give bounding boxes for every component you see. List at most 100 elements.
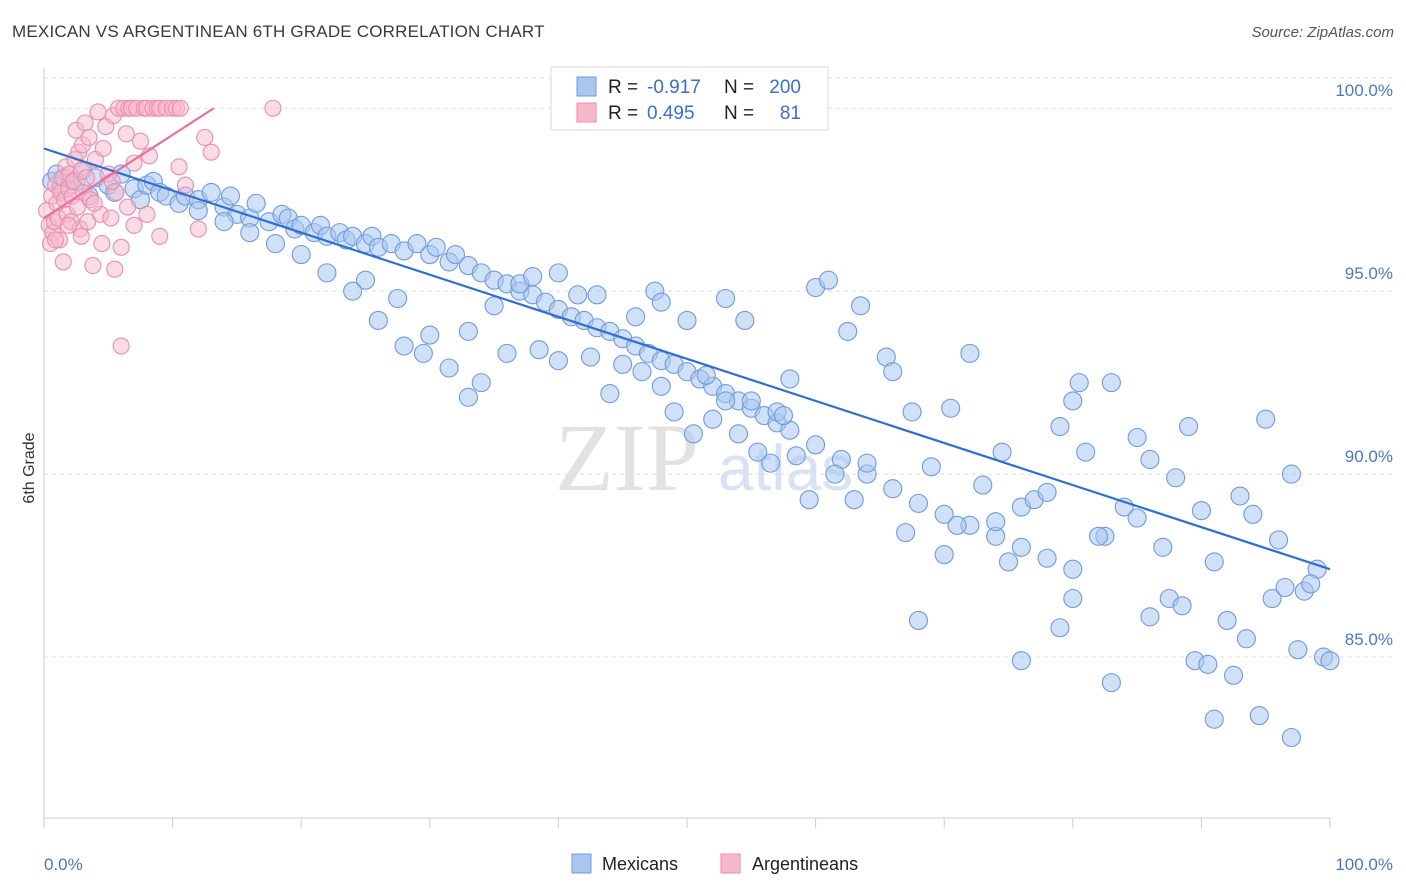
- mexicans-point: [1153, 537, 1173, 557]
- argentineans-point: [93, 235, 111, 253]
- y-axis-label: 6th Grade: [21, 432, 38, 503]
- mexicans-point: [780, 369, 800, 389]
- mexicans-point: [1217, 610, 1237, 630]
- mexicans-point: [1204, 709, 1224, 729]
- mexicans-point: [799, 490, 819, 510]
- mexicans-point: [664, 402, 684, 422]
- mexicans-point: [1236, 629, 1256, 649]
- argentineans-point: [138, 205, 156, 223]
- mexicans-point: [240, 223, 260, 243]
- mexicans-point: [568, 285, 588, 305]
- stats-legend: R = -0.917 N = 200 R = 0.495 N = 81: [550, 66, 829, 131]
- mexicans-point: [413, 343, 433, 363]
- mexicans-point: [1101, 373, 1121, 393]
- mexicans-point: [986, 512, 1006, 532]
- legend-r-label-2: R =: [608, 103, 638, 124]
- watermark-zip: ZIP: [555, 404, 699, 511]
- mexicans-point: [844, 490, 864, 510]
- bottom-legend-swatch-argentineans: [720, 853, 741, 874]
- legend-n-value-2: 81: [780, 103, 801, 124]
- mexicans-point: [1037, 548, 1057, 568]
- argentineans-point: [54, 253, 72, 271]
- argentineans-point: [79, 213, 97, 231]
- mexicans-point: [587, 285, 607, 305]
- argentineans-point: [59, 216, 77, 234]
- mexicans-point: [941, 398, 961, 418]
- mexicans-point: [1127, 508, 1147, 528]
- argentineans-point: [176, 176, 195, 194]
- mexicans-point: [960, 343, 980, 363]
- mexicans-point: [716, 391, 736, 411]
- mexicans-point: [368, 310, 388, 330]
- argentineans-point: [94, 139, 112, 158]
- argentineans-point: [117, 125, 135, 143]
- argentineans-point: [103, 172, 121, 190]
- mexicans-point: [471, 373, 491, 393]
- mexicans-point: [529, 340, 549, 360]
- mexicans-point: [1288, 640, 1308, 660]
- mexicans-point: [458, 321, 478, 341]
- mexicans-point: [857, 453, 877, 473]
- bottom-legend-mexicans: Mexicans: [602, 854, 678, 874]
- argentineans-points: [38, 99, 282, 355]
- trend-lines: [43, 107, 1331, 571]
- chart-title: MEXICAN VS ARGENTINEAN 6TH GRADE CORRELA…: [12, 22, 545, 41]
- mexicans-point: [838, 321, 858, 341]
- mexicans-point: [580, 347, 601, 367]
- mexicans-point: [1140, 449, 1160, 470]
- legend-r-label-1: R =: [608, 77, 638, 98]
- mexicans-point: [1088, 526, 1109, 546]
- mexicans-point: [355, 270, 376, 290]
- mexicans-point: [600, 384, 620, 404]
- mexicans-point: [626, 307, 646, 327]
- legend-swatch-argentineans: [576, 102, 597, 123]
- legend-n-value-1: 200: [769, 77, 801, 98]
- mexicans-point: [407, 234, 427, 254]
- argentineans-point: [80, 128, 98, 147]
- mexicans-point: [1178, 416, 1199, 437]
- mexicans-point: [1037, 482, 1057, 502]
- mexicans-point: [1011, 537, 1031, 557]
- argentineans-point: [112, 337, 130, 355]
- legend-n-label-1: N =: [724, 77, 754, 98]
- mexicans-point: [716, 288, 736, 309]
- mexicans-point: [1063, 588, 1083, 609]
- argentineans-point: [125, 216, 143, 234]
- y-tick-label: 90.0%: [1345, 447, 1393, 466]
- mexicans-point: [1127, 427, 1147, 448]
- mexicans-point: [818, 270, 839, 290]
- mexicans-point: [908, 610, 929, 630]
- mexicans-point: [883, 479, 903, 499]
- argentineans-point: [106, 260, 124, 278]
- mexicans-point: [523, 266, 543, 287]
- mexicans-point: [265, 234, 286, 254]
- mexicans-point: [613, 354, 633, 374]
- mexicans-point: [632, 362, 652, 382]
- mexicans-point: [1140, 607, 1160, 627]
- mexicans-point: [786, 446, 806, 466]
- mexicans-point: [1281, 727, 1301, 748]
- argentineans-trend-line: [43, 107, 215, 219]
- argentineans-point: [119, 198, 137, 216]
- mexicans-point: [934, 504, 954, 524]
- mexicans-point: [246, 193, 266, 213]
- mexicans-point: [188, 201, 208, 221]
- mexicans-point: [394, 336, 414, 356]
- y-tick-labels: 85.0% 90.0% 95.0% 100.0%: [1335, 81, 1393, 649]
- mexicans-point: [902, 402, 922, 422]
- mexicans-point: [439, 358, 459, 378]
- mexicans-point: [420, 325, 440, 345]
- mexicans-point: [445, 245, 466, 265]
- mexicans-point: [1050, 618, 1070, 638]
- mexicans-point: [548, 351, 568, 371]
- mexicans-point: [1249, 706, 1269, 726]
- mexicans-point: [1320, 651, 1340, 671]
- argentineans-point: [189, 220, 207, 238]
- mexicans-point: [1011, 651, 1031, 671]
- mexicans-point: [761, 453, 781, 473]
- mexicans-point: [1069, 373, 1089, 393]
- legend-n-label-2: N =: [724, 103, 754, 124]
- argentineans-point: [68, 198, 86, 216]
- mexicans-point: [1224, 665, 1244, 685]
- mexicans-point: [998, 552, 1019, 572]
